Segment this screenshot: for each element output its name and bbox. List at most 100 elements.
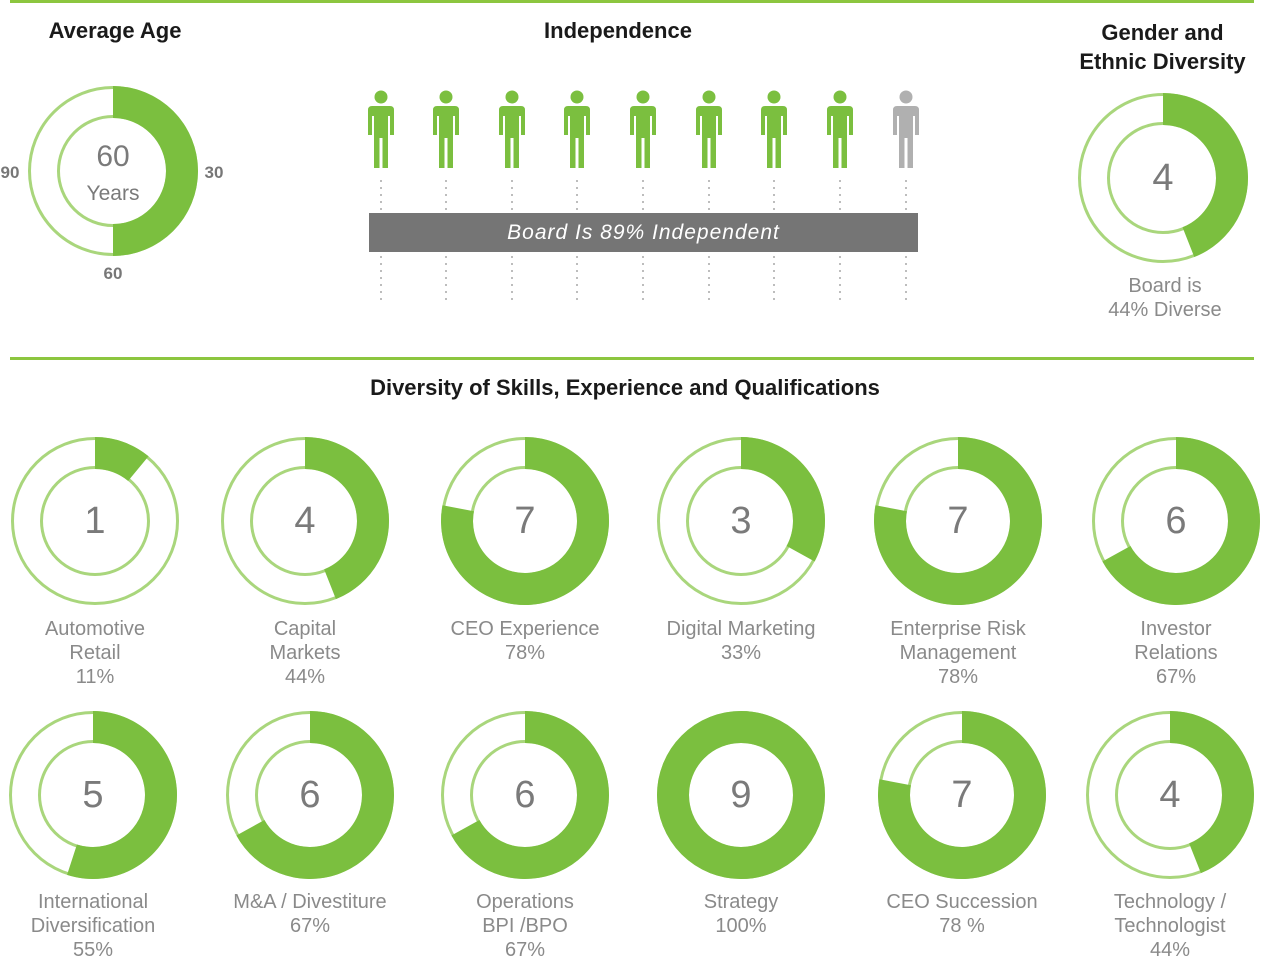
gender-caption-line: Board is <box>1128 275 1202 297</box>
gender-caption-line: 44% Diverse <box>1108 299 1222 321</box>
skill-donut-6-segment <box>67 711 178 879</box>
independence-banner: Board Is 89% Independent <box>369 213 918 252</box>
skill-donut-5-value: 6 <box>1165 500 1186 542</box>
average-age-donut: 60 Years <box>28 86 198 256</box>
skill-label-8-line: Operations <box>476 891 574 913</box>
skill-label-2: CEO Experience 78% <box>420 617 630 665</box>
person-icon <box>893 90 919 168</box>
skill-donut-7: 6 <box>226 710 395 879</box>
skill-label-4: Enterprise Risk Management 78% <box>853 617 1063 689</box>
skill-donut-7-value: 6 <box>299 774 320 816</box>
skill-label-6-line: International <box>37 891 149 913</box>
skill-label-5-line: 67% <box>1155 666 1197 688</box>
skill-label-4-line: Enterprise Risk <box>890 618 1026 640</box>
skill-label-11: Technology / Technologist 44% <box>1065 890 1264 962</box>
skills-heading: Diversity of Skills, Experience and Qual… <box>370 375 880 400</box>
skill-donut-10-segment <box>877 711 1046 879</box>
skill-donut-4: 7 <box>874 437 1042 605</box>
skill-donut-1-value: 4 <box>294 500 315 542</box>
skill-donut-3: 3 <box>657 437 825 605</box>
skill-label-9-line: Strategy <box>703 891 779 913</box>
skill-label-1: Capital Markets 44% <box>200 617 410 689</box>
person-icon <box>761 90 787 168</box>
skill-label-0-line: 11% <box>75 666 115 688</box>
skill-label-5: Investor Relations 67% <box>1071 617 1264 689</box>
skill-label-0-line: Retail <box>69 642 121 664</box>
skill-label-1-line: Capital <box>273 618 337 640</box>
skill-donut-2-segment <box>441 437 610 605</box>
skill-label-10-line: CEO Succession <box>886 891 1038 913</box>
skill-donut-8: 6 <box>441 710 609 879</box>
skill-label-8-line: 67% <box>504 939 546 961</box>
skill-label-7-line: M&A / Divestiture <box>233 891 387 913</box>
skill-label-6: International Diversification 55% <box>0 890 198 962</box>
skill-label-6-line: 55% <box>72 939 114 961</box>
skill-label-3-line: Digital Marketing <box>666 618 816 640</box>
skill-label-5-line: Investor <box>1140 618 1212 640</box>
person-icon <box>564 90 590 168</box>
middle-divider <box>10 357 1254 360</box>
skill-donut-2-value: 7 <box>514 500 535 542</box>
average-age-tick-60: 60 <box>104 264 123 283</box>
skill-donut-6-value: 5 <box>82 774 103 816</box>
skill-donut-0-value: 1 <box>84 500 105 542</box>
skill-label-0-line: Automotive <box>44 618 146 640</box>
skill-donut-2: 7 <box>441 437 610 605</box>
skill-label-9: Strategy 100% <box>636 890 846 938</box>
skill-donut-11: 4 <box>1086 711 1254 879</box>
skill-donut-10-value: 7 <box>951 774 972 816</box>
skill-donut-4-value: 7 <box>947 500 968 542</box>
gender-heading-line2: Ethnic Diversity <box>1079 49 1246 74</box>
skill-donut-4-segment <box>874 437 1042 605</box>
average-age-heading: Average Age <box>48 18 182 43</box>
independence-heading: Independence <box>544 18 692 43</box>
gender-donut: 4 <box>1078 93 1248 263</box>
skill-label-11-line: Technology / <box>1113 891 1227 913</box>
skill-label-2-line: 78% <box>504 642 546 664</box>
gender-donut-segment <box>1163 93 1248 258</box>
skill-label-4-line: Management <box>899 642 1017 664</box>
person-icon <box>630 90 656 168</box>
skill-label-8-line: BPI /BPO <box>482 915 568 937</box>
skill-label-10-line: 78 % <box>939 915 985 937</box>
skill-donut-8-segment <box>451 710 609 879</box>
skill-donut-1: 4 <box>221 437 389 605</box>
skill-donut-9-value: 9 <box>730 774 751 816</box>
top-divider <box>10 0 1254 3</box>
skill-label-4-line: 78% <box>937 666 979 688</box>
average-age-donut-segment <box>113 86 198 256</box>
person-icon <box>433 90 459 168</box>
gender-donut-value: 4 <box>1152 157 1173 199</box>
skill-label-1-line: Markets <box>269 642 341 664</box>
skill-label-5-line: Relations <box>1134 642 1218 664</box>
person-icon <box>696 90 722 168</box>
skill-donut-9-segment <box>657 711 825 879</box>
skill-label-3-line: 33% <box>720 642 762 664</box>
average-age-unit: Years <box>87 182 140 205</box>
average-age-value: 60 <box>96 140 129 173</box>
skill-donut-5-segment <box>1102 437 1260 606</box>
skill-donut-3-value: 3 <box>730 500 751 542</box>
skill-label-9-line: 100% <box>715 915 767 937</box>
skill-label-3: Digital Marketing 33% <box>636 617 846 665</box>
skill-label-1-line: 44% <box>284 666 326 688</box>
skill-donut-3-segment <box>741 437 825 562</box>
person-icon <box>827 90 853 168</box>
skill-label-2-line: CEO Experience <box>450 618 600 640</box>
skill-label-0: Automotive Retail 11% <box>0 617 200 689</box>
skill-donut-0-segment <box>95 437 149 481</box>
skill-donut-11-value: 4 <box>1159 774 1180 816</box>
gender-heading-line1: Gender and <box>1101 20 1224 45</box>
skill-donut-9: 9 <box>657 711 825 879</box>
skill-donut-6: 5 <box>9 711 178 879</box>
skill-donut-7-segment <box>236 710 395 879</box>
gender-heading: Gender and Ethnic Diversity <box>1050 18 1264 76</box>
skill-label-7-line: 67% <box>289 915 331 937</box>
skill-label-11-line: 44% <box>1149 939 1191 961</box>
gender-caption: Board is 44% Diverse <box>1055 274 1264 322</box>
skill-donut-0: 1 <box>11 437 179 605</box>
skill-donut-5: 6 <box>1092 437 1260 606</box>
skill-donut-1-segment <box>305 437 389 600</box>
average-age-tick-90: 90 <box>1 163 20 182</box>
